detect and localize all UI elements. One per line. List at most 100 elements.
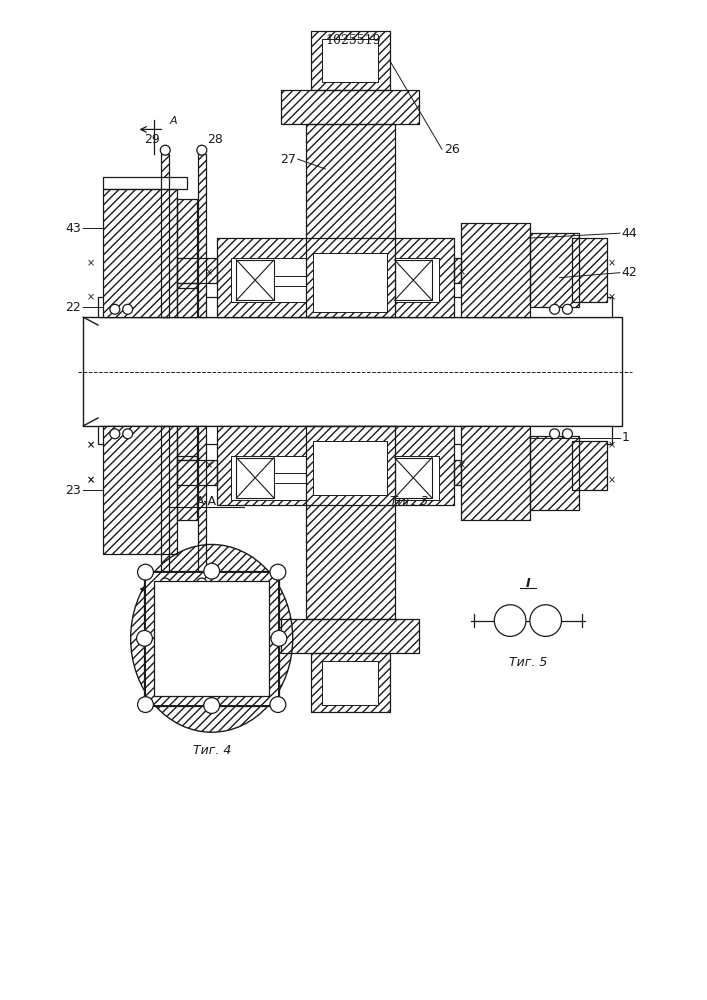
Circle shape (123, 429, 133, 439)
Bar (573, 441, 607, 490)
Bar (281, 619, 419, 653)
Bar (198, 154, 206, 317)
Text: 43: 43 (66, 222, 81, 235)
Bar (530, 233, 579, 307)
Bar (177, 426, 197, 460)
Bar (395, 260, 432, 300)
Text: ×: × (87, 475, 95, 485)
Text: ×: × (87, 441, 95, 451)
Bar (98, 426, 612, 444)
Text: 22: 22 (66, 301, 81, 314)
Bar (177, 456, 197, 520)
Bar (305, 124, 395, 317)
Text: 1: 1 (621, 431, 630, 444)
Bar (177, 460, 216, 485)
Circle shape (197, 578, 206, 588)
Bar (177, 199, 197, 288)
Bar (454, 460, 461, 485)
Text: Τиг. 3: Τиг. 3 (390, 495, 428, 508)
Text: ×: × (608, 441, 616, 451)
Circle shape (110, 304, 119, 314)
Circle shape (563, 429, 573, 439)
Bar (161, 426, 169, 579)
Circle shape (160, 578, 170, 588)
Bar (177, 283, 197, 317)
Circle shape (549, 429, 559, 439)
Bar (313, 253, 387, 312)
Circle shape (197, 145, 206, 155)
Bar (154, 581, 269, 696)
Bar (281, 619, 419, 653)
Bar (216, 238, 454, 317)
Bar (530, 436, 579, 510)
Bar (177, 258, 216, 283)
Bar (322, 661, 378, 705)
Text: ×: × (457, 268, 466, 278)
Text: 1025519: 1025519 (325, 34, 381, 47)
Bar (216, 426, 454, 505)
Bar (231, 258, 439, 302)
Circle shape (204, 698, 220, 713)
Bar (305, 426, 395, 619)
Text: ×: × (457, 460, 466, 470)
Bar (144, 571, 279, 706)
Bar (274, 473, 395, 483)
Text: ×: × (87, 292, 95, 302)
Bar (530, 233, 579, 307)
Bar (274, 276, 395, 286)
Text: ×: × (608, 292, 616, 302)
Circle shape (136, 630, 153, 646)
Bar (461, 223, 530, 317)
Circle shape (204, 563, 220, 579)
Circle shape (494, 605, 526, 636)
Bar (454, 460, 461, 485)
Bar (216, 426, 454, 505)
Bar (177, 199, 197, 288)
Bar (305, 124, 395, 317)
Bar (216, 238, 454, 317)
Bar (395, 458, 432, 498)
Circle shape (138, 697, 153, 712)
Bar (198, 426, 206, 579)
Ellipse shape (131, 544, 293, 732)
Text: A-A: A-A (197, 495, 217, 508)
Bar (177, 258, 216, 283)
Text: 26: 26 (444, 143, 460, 156)
Text: 23: 23 (66, 484, 81, 497)
Bar (144, 571, 279, 706)
Bar (161, 154, 169, 317)
Bar (281, 90, 419, 124)
Bar (177, 460, 216, 485)
Text: Τиг. 4: Τиг. 4 (192, 744, 231, 757)
Circle shape (530, 605, 561, 636)
Text: 42: 42 (621, 266, 638, 279)
Bar (281, 90, 419, 124)
Text: ×: × (608, 475, 616, 485)
Bar (103, 426, 177, 554)
Circle shape (270, 564, 286, 580)
Circle shape (110, 429, 119, 439)
Text: 29: 29 (144, 133, 160, 146)
Bar (161, 426, 169, 579)
Circle shape (271, 630, 287, 646)
Bar (103, 189, 177, 317)
Bar (103, 189, 177, 317)
Circle shape (160, 145, 170, 155)
Bar (461, 426, 530, 520)
Bar (573, 238, 607, 302)
Text: ×: × (87, 475, 95, 485)
Bar (161, 154, 169, 317)
Bar (573, 441, 607, 490)
Bar (310, 31, 390, 90)
Text: ×: × (608, 258, 616, 268)
Text: I: I (525, 577, 530, 590)
Text: ×: × (87, 258, 95, 268)
Bar (231, 456, 439, 500)
Bar (98, 297, 612, 317)
Bar (461, 223, 530, 317)
Bar (83, 317, 621, 426)
Bar (454, 258, 461, 283)
Bar (236, 458, 274, 498)
Text: ×: × (204, 460, 213, 470)
Text: ×: × (204, 268, 213, 278)
